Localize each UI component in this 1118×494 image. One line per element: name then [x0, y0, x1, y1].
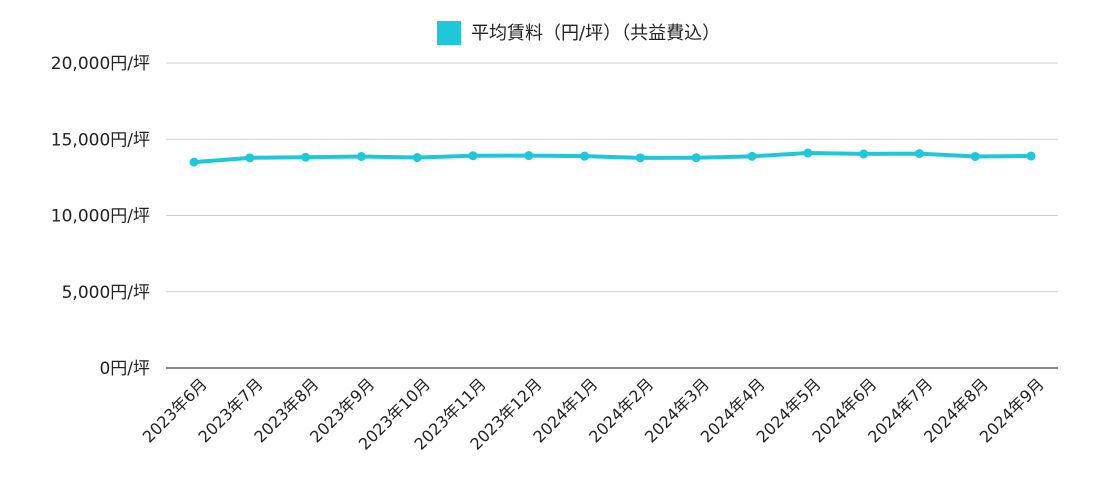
- y-tick-label: 15,000円/坪: [51, 130, 150, 150]
- data-point: [803, 148, 813, 158]
- data-point: [580, 151, 590, 161]
- y-tick-label: 20,000円/坪: [51, 54, 150, 74]
- data-point: [635, 153, 645, 163]
- legend: 平均賃料（円/坪）（共益費込）: [437, 21, 720, 45]
- data-point: [970, 151, 980, 161]
- data-point: [189, 157, 199, 167]
- gridlines: [166, 62, 1058, 369]
- data-point: [524, 151, 534, 161]
- data-point: [245, 153, 255, 163]
- series-line: [192, 150, 1033, 165]
- y-tick-label: 5,000円/坪: [62, 283, 150, 303]
- data-point: [691, 153, 701, 163]
- data-point: [468, 151, 478, 161]
- y-tick-label: 10,000円/坪: [51, 207, 150, 227]
- data-point: [301, 152, 311, 162]
- y-tick-label: 0円/坪: [99, 359, 150, 379]
- data-point: [356, 151, 366, 161]
- data-point: [1026, 151, 1036, 161]
- x-axis-ticks: 2023年6月2023年7月2023年8月2023年9月2023年10月2023…: [139, 374, 1048, 453]
- legend-swatch: [437, 21, 461, 45]
- legend-label: 平均賃料（円/坪）（共益費込）: [471, 23, 720, 44]
- data-point: [412, 153, 422, 163]
- data-point: [914, 149, 924, 159]
- y-axis-ticks: 0円/坪 5,000円/坪 10,000円/坪 15,000円/坪 20,000円/坪: [51, 54, 150, 379]
- data-point: [859, 149, 869, 159]
- series-layer: [189, 148, 1036, 167]
- data-point: [747, 151, 757, 161]
